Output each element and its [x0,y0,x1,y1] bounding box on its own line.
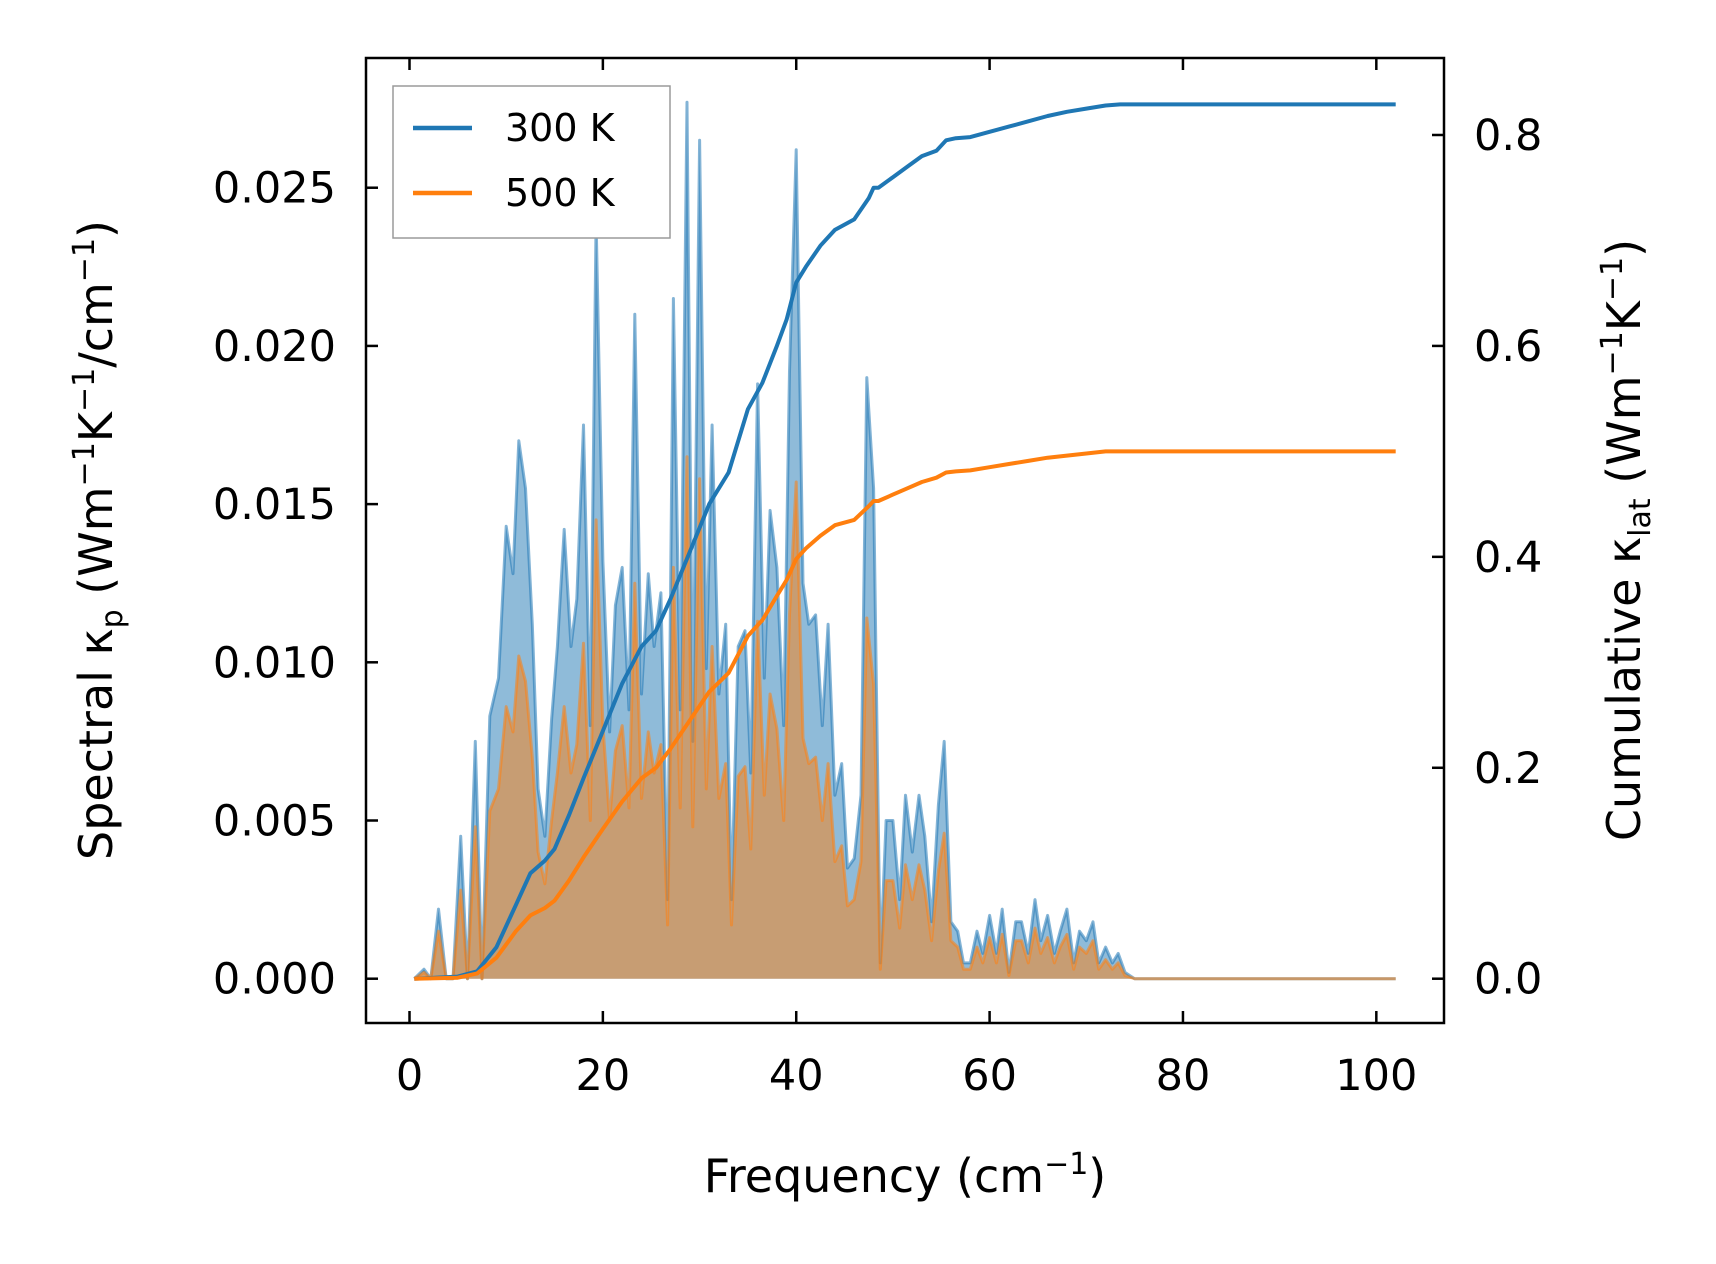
spectral-area-500-k [414,456,1396,979]
spectral-line-500-k [413,455,1396,981]
y-tick-label-right: 0.0 [1474,955,1542,1005]
y-tick-label-right: 0.2 [1474,744,1542,794]
series-lines [414,102,1396,981]
cumulative-line-500-k [414,449,1396,981]
y-tick-label-right: 0.4 [1474,533,1542,583]
x-tick-label: 20 [576,1051,631,1101]
legend-label-500-k: 500 K [505,171,616,215]
cumulative-line-300-k [414,102,1396,981]
y-tick-label-right: 0.8 [1474,111,1542,161]
spectral-fills [413,100,1396,981]
x-tick-label: 0 [396,1051,423,1101]
x-tick-label: 60 [962,1051,1017,1101]
y-tick-label-left: 0.015 [213,480,336,530]
legend: 300 K 500 K [392,85,671,239]
y-axis-label-right: Cumulative κlat (Wm−1K−1) [1595,239,1658,841]
x-tick-label: 100 [1335,1051,1417,1101]
y-tick-label-left: 0.020 [213,322,336,372]
y-axis-label-left: Spectral κp (Wm−1K−1/cm−1) [67,220,130,860]
x-tick-label: 80 [1156,1051,1211,1101]
legend-label-300-k: 300 K [505,106,616,150]
ticks: 0 20 40 60 80 100 0.000 0.005 0.010 0.015 0.020 0.0… [213,58,1542,1101]
plot-frame [364,56,1446,1025]
y-tick-label-left: 0.000 [213,955,336,1005]
y-tick-label-left: 0.025 [213,164,336,214]
legend-box [392,85,671,239]
y-tick-label-left: 0.005 [213,797,336,847]
y-tick-label-right: 0.6 [1474,322,1542,372]
spectral-line-300-k [413,100,1396,981]
y-tick-label-left: 0.010 [213,638,336,688]
x-tick-label: 40 [769,1051,824,1101]
x-axis-label: Frequency (cm−1) [704,1147,1107,1203]
